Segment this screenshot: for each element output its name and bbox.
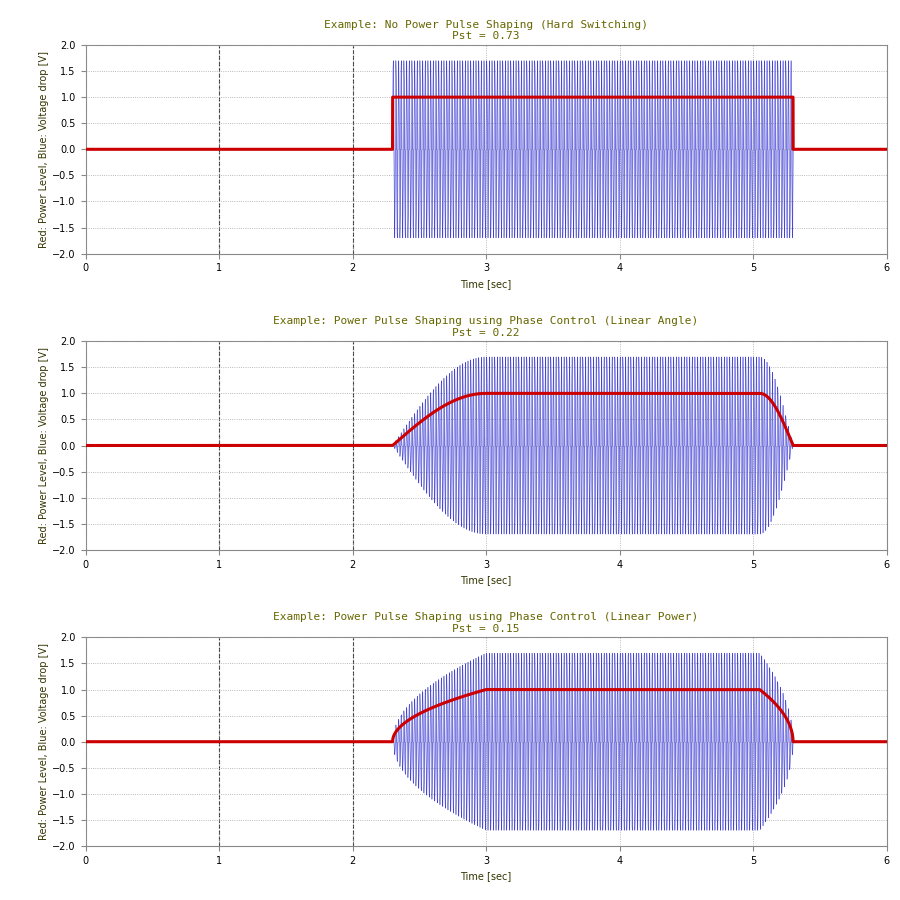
- Y-axis label: Red: Power Level, Blue: Voltage drop [V]: Red: Power Level, Blue: Voltage drop [V]: [40, 347, 50, 544]
- Title: Example: Power Pulse Shaping using Phase Control (Linear Power)
Pst = 0.15: Example: Power Pulse Shaping using Phase…: [274, 612, 698, 634]
- Y-axis label: Red: Power Level, Blue: Voltage drop [V]: Red: Power Level, Blue: Voltage drop [V]: [40, 644, 50, 841]
- X-axis label: Time [sec]: Time [sec]: [461, 871, 511, 881]
- Title: Example: Power Pulse Shaping using Phase Control (Linear Angle)
Pst = 0.22: Example: Power Pulse Shaping using Phase…: [274, 316, 698, 338]
- X-axis label: Time [sec]: Time [sec]: [461, 279, 511, 289]
- Y-axis label: Red: Power Level, Blue: Voltage drop [V]: Red: Power Level, Blue: Voltage drop [V]: [40, 50, 50, 248]
- Title: Example: No Power Pulse Shaping (Hard Switching)
Pst = 0.73: Example: No Power Pulse Shaping (Hard Sw…: [324, 20, 648, 41]
- X-axis label: Time [sec]: Time [sec]: [461, 575, 511, 585]
